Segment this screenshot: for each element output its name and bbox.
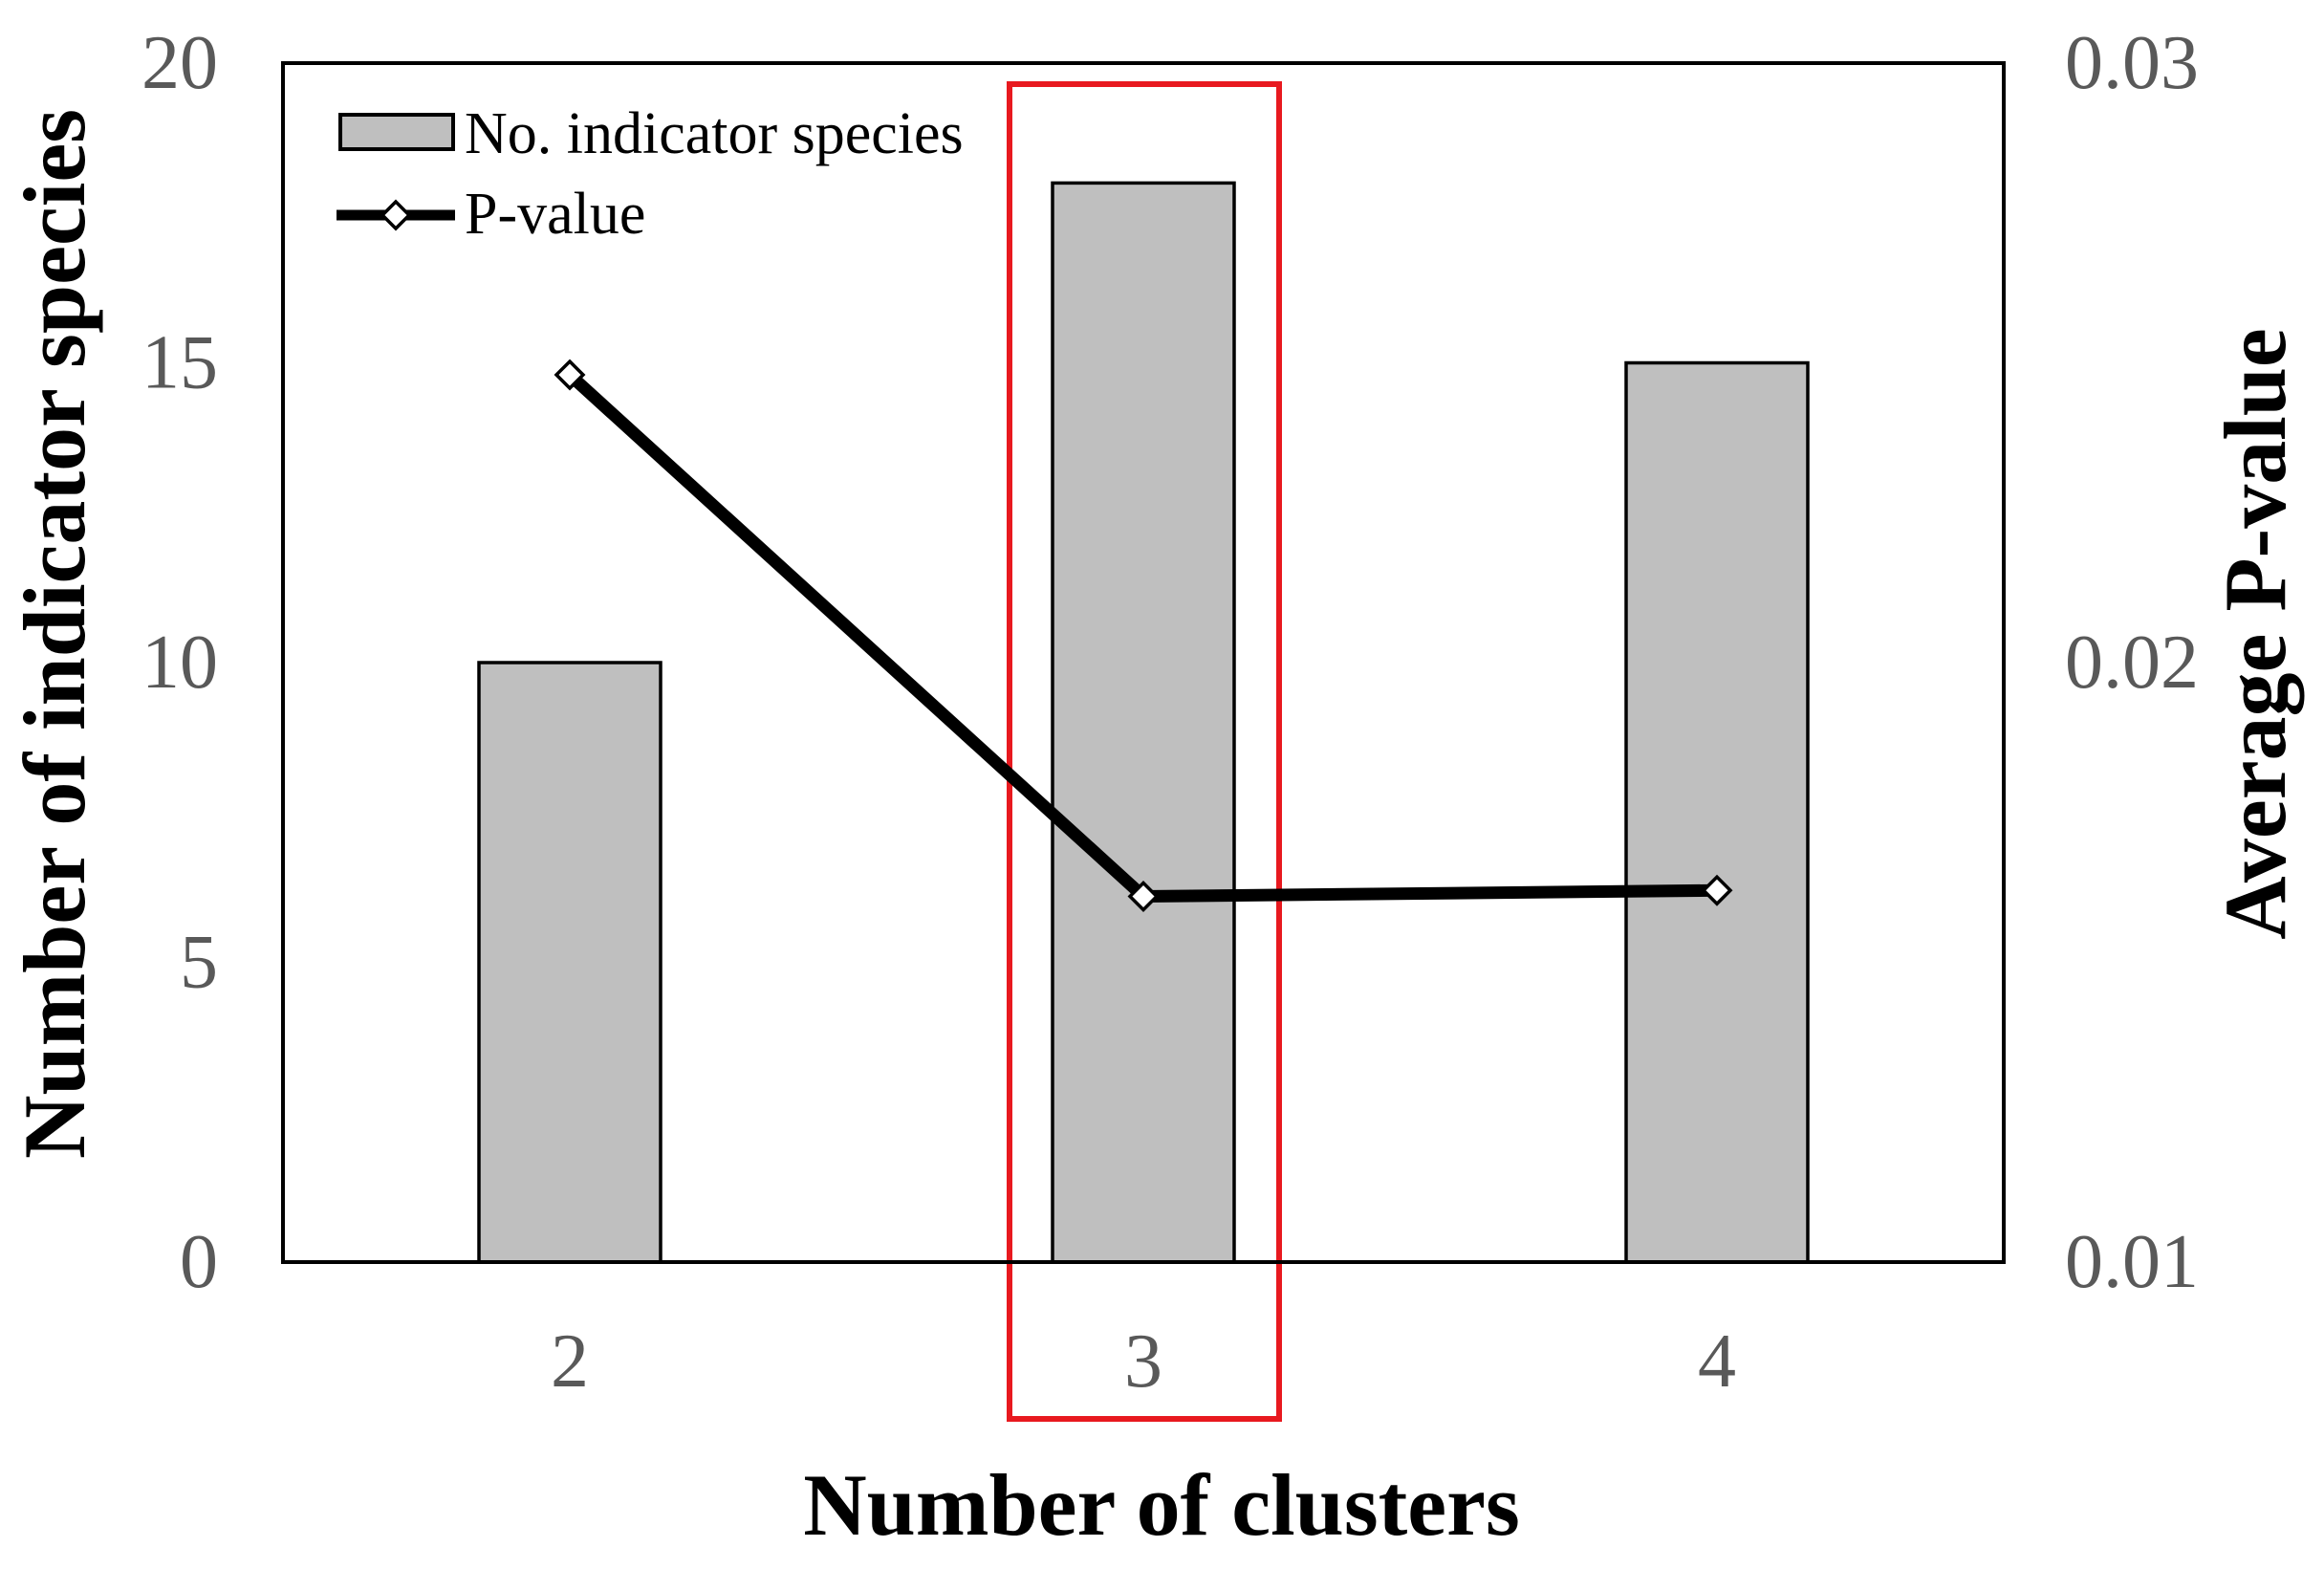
p-value-marker-3: [1127, 881, 1160, 913]
y2-tick-label-0.03: 0.03: [2065, 21, 2199, 105]
legend: No. indicator species P-value: [337, 101, 964, 247]
bar-2: [477, 661, 662, 1264]
legend-label-line: P-value: [465, 182, 645, 247]
y-tick-label-15: 15: [141, 321, 218, 405]
p-value-marker-4: [1701, 874, 1733, 906]
y-axis-title: Number of indicator species: [6, 109, 103, 1159]
y-tick-label-20: 20: [141, 21, 218, 105]
legend-diamond-marker: [380, 199, 412, 231]
legend-label-bars: No. indicator species: [465, 101, 964, 166]
bar-4: [1624, 360, 1810, 1264]
bar-3: [1051, 181, 1236, 1264]
y-tick-label-5: 5: [180, 921, 218, 1005]
legend-bar-swatch: [338, 113, 455, 151]
x-axis-title: Number of clusters: [803, 1456, 1520, 1554]
x-tick-label-4: 4: [1698, 1319, 1736, 1404]
y-tick-label-0: 0: [180, 1220, 218, 1304]
plot-area-frame: [281, 61, 2006, 1264]
p-value-marker-2: [554, 359, 586, 391]
y2-axis-title: Average P-value: [2206, 328, 2304, 940]
y2-tick-label-0.01: 0.01: [2065, 1220, 2199, 1304]
y-tick-label-10: 10: [141, 621, 218, 705]
y2-tick-label-0.02: 0.02: [2065, 621, 2199, 705]
highlight-box: [1007, 81, 1282, 1422]
x-tick-label-3: 3: [1124, 1319, 1162, 1404]
x-tick-label-2: 2: [551, 1319, 589, 1404]
